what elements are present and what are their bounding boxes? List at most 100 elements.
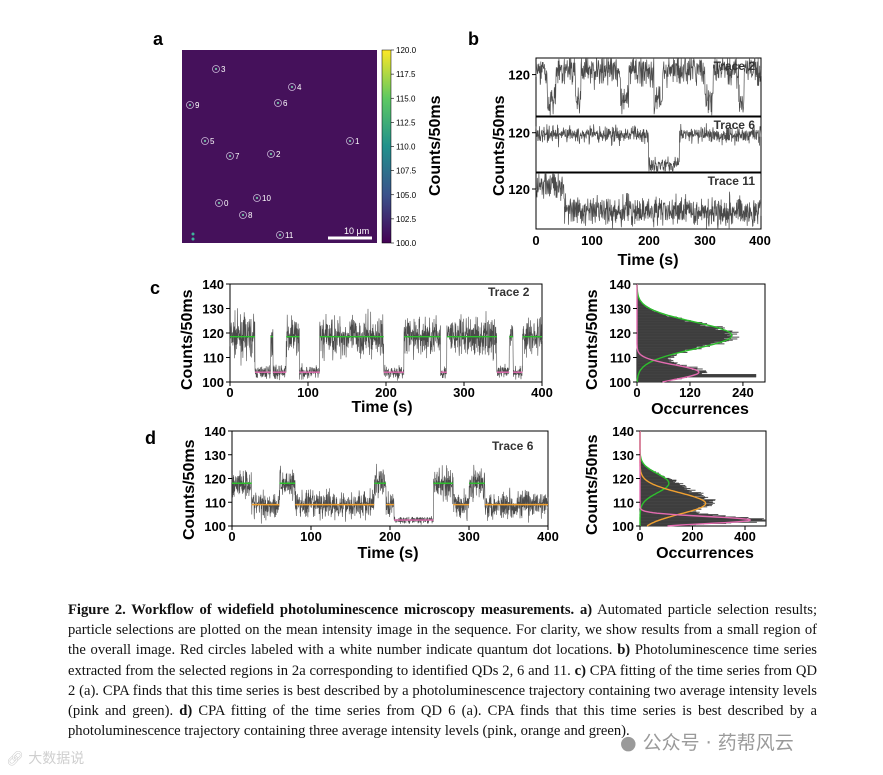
hist-bar xyxy=(640,520,766,521)
qd-label-3: 3 xyxy=(221,65,226,74)
intensity-trace xyxy=(229,308,543,381)
qd-dot-5 xyxy=(203,139,207,143)
hist-bar xyxy=(637,307,650,309)
caption-a-text: Automated particle selection results; pa… xyxy=(68,602,817,659)
colorbar-tick-label: 112.5 xyxy=(396,118,416,127)
hist-bar xyxy=(637,349,686,351)
qd-marker-7 xyxy=(226,152,234,160)
hist-bar xyxy=(637,318,685,320)
hist-bar xyxy=(640,460,642,462)
hist-bar xyxy=(637,354,674,356)
y-tick-label: 120 xyxy=(508,68,530,83)
hist-bar xyxy=(640,461,642,463)
hist-bar xyxy=(637,320,685,322)
qd-marker-5 xyxy=(201,137,209,145)
hist-bar xyxy=(637,326,720,328)
hist-bar xyxy=(637,340,729,342)
hist-bar xyxy=(640,506,708,508)
hist-bar xyxy=(640,466,647,468)
hist-bar xyxy=(637,339,733,341)
hist-bar xyxy=(637,344,703,346)
x-tick-label: 200 xyxy=(379,529,401,544)
hist-bar xyxy=(637,314,663,315)
hist-bar xyxy=(637,317,678,318)
colorbar-tick-label: 120.0 xyxy=(396,46,417,55)
hist-bar xyxy=(637,369,692,371)
qd-marker-2 xyxy=(267,150,275,158)
scale-bar-label: 10 μm xyxy=(344,226,369,236)
hist-bar xyxy=(637,315,667,317)
hist-bar xyxy=(640,501,710,502)
panel-b-label: b xyxy=(468,29,479,49)
qd-label-11: 11 xyxy=(285,231,294,240)
hist-bar xyxy=(637,367,688,369)
hist-bar xyxy=(637,305,645,307)
hist-bar xyxy=(640,472,659,474)
hist-bar xyxy=(640,523,705,525)
hist-bar xyxy=(637,323,708,325)
panel-c-hist-xlabel: Occurrences xyxy=(651,401,749,418)
hist-bar xyxy=(637,339,729,341)
hist-bar xyxy=(637,301,642,303)
y-tick-label: 120 xyxy=(609,326,631,341)
hist-bar xyxy=(637,300,641,302)
hist-bar xyxy=(637,369,695,371)
hist-bar xyxy=(637,356,675,358)
hist-bar xyxy=(637,361,675,363)
hist-bar xyxy=(637,332,731,334)
hist-bar xyxy=(637,347,697,348)
hist-bar xyxy=(637,337,730,339)
panel-b-xlabel: Time (s) xyxy=(617,252,678,269)
hist-bar xyxy=(640,482,679,484)
hist-bar xyxy=(640,510,697,512)
hist-bar xyxy=(637,338,738,340)
hist-bar xyxy=(637,314,668,316)
qd-label-10: 10 xyxy=(262,194,271,203)
hist-bar xyxy=(640,486,687,488)
y-tick-label: 100 xyxy=(202,375,224,390)
hist-bar xyxy=(640,469,652,470)
b-xtick-400: 400 xyxy=(749,233,771,248)
x-tick-label: 0 xyxy=(228,529,235,544)
colorbar-tick-label: 105.0 xyxy=(396,191,417,200)
hist-bar xyxy=(637,336,732,337)
trace-name-2: Trace 6 xyxy=(714,118,756,132)
hist-bar xyxy=(637,333,738,335)
trace-panel-1: 120 Trace 2 xyxy=(508,57,762,117)
hist-bar xyxy=(637,312,659,314)
watermark-right-text: 公众号 · 药帮风云 xyxy=(642,732,794,754)
hist-bar xyxy=(637,299,640,301)
hist-bar xyxy=(640,511,700,513)
trace-name-1: Trace 2 xyxy=(714,59,756,73)
panel-c-xlabel: Time (s) xyxy=(351,399,412,416)
mean-intensity-image xyxy=(182,50,377,243)
hist-bar xyxy=(640,505,703,507)
y-tick-label: 120 xyxy=(508,126,530,141)
hist-bar xyxy=(637,304,645,306)
hist-bar xyxy=(637,303,644,305)
qd-dot-1 xyxy=(348,139,352,143)
panel-c-label: c xyxy=(150,278,160,298)
x-tick-label: 400 xyxy=(734,529,756,544)
hist-bar xyxy=(637,361,672,363)
caption-d-label: d) xyxy=(179,703,193,720)
hist-bar xyxy=(640,464,645,466)
hist-bar xyxy=(640,494,701,496)
hist-bar xyxy=(640,503,704,505)
qd-dot-6 xyxy=(276,101,280,105)
hist-bar xyxy=(640,502,714,504)
caption-d-text: CPA fitting of the time series from QD 6… xyxy=(68,703,817,740)
qd-marker-10 xyxy=(253,194,261,202)
hist-bar xyxy=(637,311,658,313)
hist-bar xyxy=(640,470,655,472)
hist-bar xyxy=(640,476,665,478)
hist-bar xyxy=(640,473,658,475)
hist-bar xyxy=(637,297,639,299)
hist-bar xyxy=(640,512,699,514)
hist-bar xyxy=(640,519,766,521)
hist-bar xyxy=(637,333,725,334)
hist-bar xyxy=(637,307,650,309)
hist-bar xyxy=(637,298,640,299)
hist-bar xyxy=(637,377,678,379)
hist-bar xyxy=(640,461,643,463)
